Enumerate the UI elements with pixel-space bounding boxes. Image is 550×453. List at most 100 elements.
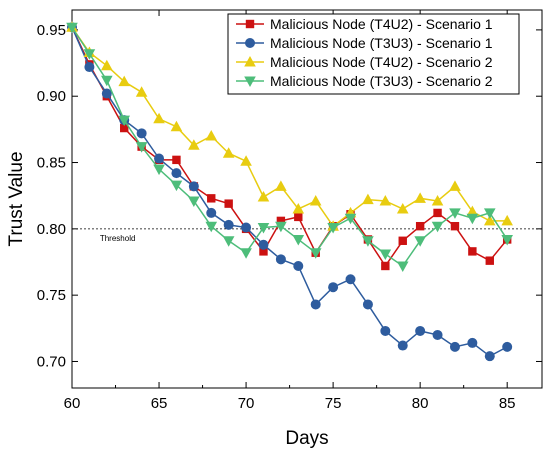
data-point: [431, 194, 444, 206]
data-point: [450, 221, 460, 231]
data-point: [433, 208, 442, 218]
x-tick-label: 80: [412, 395, 429, 412]
data-point: [327, 223, 339, 234]
data-point: [275, 254, 286, 265]
data-point: [485, 256, 494, 265]
data-point: [275, 180, 287, 191]
data-point: [449, 180, 461, 191]
data-point: [294, 212, 303, 222]
data-point: [397, 340, 408, 351]
data-point: [362, 236, 374, 247]
axis-ticks: 60 65 70 75 80 85 0.70 0.75 0.80 0.85 0.90 0.95: [37, 10, 542, 412]
data-point: [153, 164, 165, 176]
legend-item: Malicious Node (T3U3) - Scenario 1: [236, 35, 493, 51]
data-point: [344, 213, 357, 225]
legend-box: [227, 13, 520, 95]
data-point: [224, 199, 233, 208]
data-point: [431, 221, 444, 233]
data-point: [501, 234, 513, 246]
y-tick-label: 0.85: [37, 155, 66, 172]
series-group: [66, 21, 513, 362]
data-point: [432, 329, 443, 340]
data-point: [135, 142, 148, 153]
data-point: [362, 299, 373, 310]
data-point: [414, 192, 426, 203]
data-point: [379, 249, 392, 261]
data-point: [345, 274, 356, 285]
data-point: [468, 247, 477, 256]
y-tick-label: 0.70: [37, 353, 66, 370]
legend-label: Malicious Node (T3U3) - Scenario 2: [270, 73, 493, 89]
data-point: [466, 213, 479, 225]
data-point: [84, 62, 95, 73]
threshold-group: Threshold: [72, 228, 542, 243]
data-point: [188, 181, 199, 192]
data-point: [415, 221, 425, 231]
data-point: [207, 194, 216, 203]
data-point: [396, 202, 409, 214]
legend-label: Malicious Node (T4U2) - Scenario 2: [270, 54, 493, 70]
data-point: [188, 139, 200, 150]
x-tick-label: 60: [64, 395, 81, 412]
series-line: [71, 26, 508, 268]
legend-item: Malicious Node (T4U2) - Scenario 2: [236, 54, 493, 70]
data-point: [205, 221, 218, 233]
data-point: [292, 202, 305, 214]
data-point: [467, 337, 478, 348]
data-point: [309, 194, 322, 206]
data-point: [206, 207, 217, 218]
data-point: [222, 147, 235, 158]
data-point: [136, 128, 147, 139]
data-point: [502, 341, 513, 352]
series-4: [66, 22, 513, 272]
legend: Malicious Node (T4U2) - Scenario 1 Malici…: [227, 13, 520, 95]
data-point: [101, 59, 113, 71]
x-tick-label: 75: [325, 395, 342, 412]
data-point: [501, 214, 513, 226]
legend-swatch-marker: [244, 56, 256, 67]
data-point: [449, 208, 461, 219]
series-2: [67, 22, 513, 362]
data-point: [396, 261, 409, 272]
plot-frame: [71, 9, 543, 389]
legend-swatch-marker: [245, 19, 255, 29]
data-point: [484, 351, 495, 362]
data-point: [362, 193, 374, 205]
threshold-label: Threshold: [100, 234, 136, 243]
data-point: [172, 155, 181, 165]
x-axis-label: Days: [285, 428, 328, 449]
data-point: [170, 120, 183, 132]
data-point: [66, 22, 78, 34]
data-point: [257, 191, 270, 202]
data-point: [240, 248, 252, 259]
data-point: [188, 196, 200, 207]
legend-swatch-marker: [245, 38, 255, 48]
data-point: [135, 86, 148, 97]
data-point: [101, 75, 113, 87]
data-point: [240, 155, 252, 166]
data-point: [483, 214, 496, 226]
data-point: [83, 49, 96, 60]
data-point: [241, 222, 252, 233]
data-point: [466, 205, 479, 217]
data-point: [276, 216, 286, 226]
data-point: [379, 194, 392, 206]
data-point: [380, 325, 391, 336]
x-tick-label: 65: [151, 395, 168, 412]
data-point: [398, 236, 407, 245]
legend-item: Malicious Node (T3U3) - Scenario 2: [236, 73, 493, 89]
data-point: [483, 208, 496, 219]
y-axis-label: Trust Value: [6, 151, 27, 246]
x-tick-label: 70: [238, 395, 255, 412]
legend-swatch-marker: [244, 76, 256, 87]
data-point: [414, 236, 426, 247]
data-point: [170, 180, 183, 192]
y-tick-label: 0.95: [37, 22, 66, 39]
legend-label: Malicious Node (T3U3) - Scenario 1: [270, 35, 493, 51]
data-point: [328, 282, 339, 293]
data-point: [275, 221, 287, 233]
x-tick-label: 85: [499, 395, 516, 412]
data-point: [205, 130, 218, 141]
data-point: [118, 115, 131, 127]
